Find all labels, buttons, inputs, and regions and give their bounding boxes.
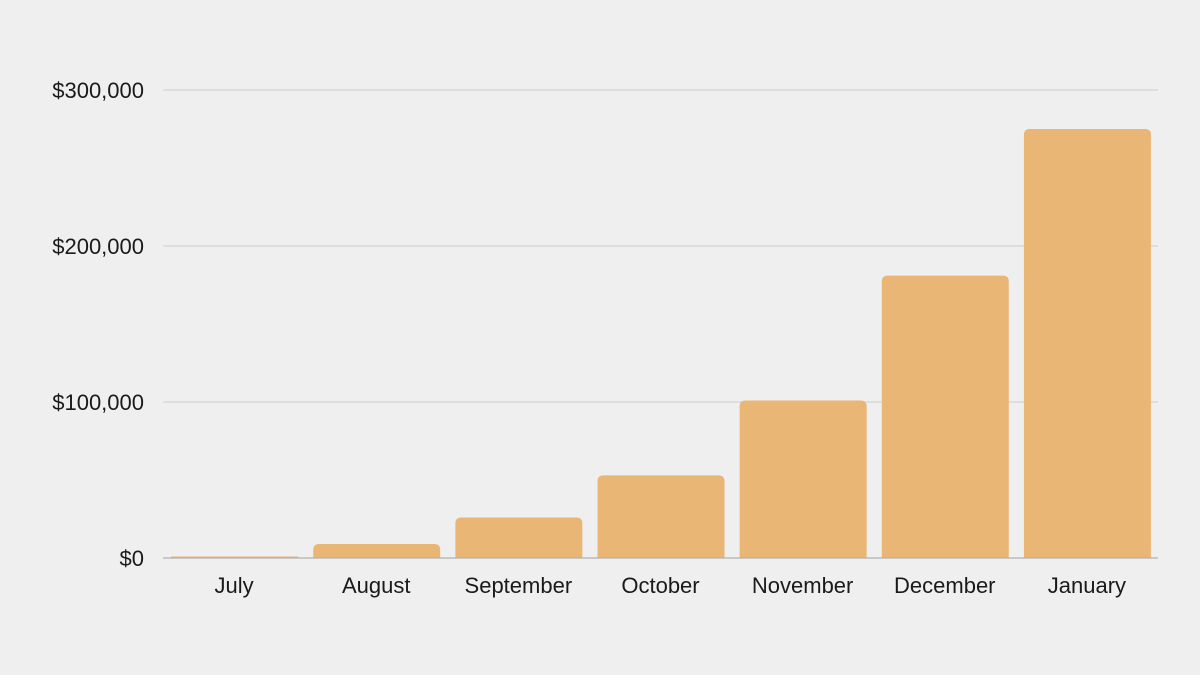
x-tick-label: November	[752, 573, 853, 598]
bar-november	[739, 400, 867, 558]
y-tick-label: $300,000	[52, 78, 144, 103]
bar-october	[597, 475, 725, 558]
labels: $0 $100,000 $200,000 $300,000 July August Sept…	[52, 78, 1126, 598]
bar-january	[1023, 129, 1151, 558]
y-tick-label: $200,000	[52, 234, 144, 259]
bar-december	[881, 275, 1009, 558]
bar-august	[313, 543, 441, 558]
bar-september	[455, 517, 583, 558]
y-tick-label: $100,000	[52, 390, 144, 415]
x-tick-label: July	[215, 573, 254, 598]
x-tick-label: October	[621, 573, 699, 598]
x-tick-label: August	[342, 573, 411, 598]
x-tick-label: December	[894, 573, 995, 598]
bars	[171, 129, 1151, 558]
y-tick-label: $0	[120, 546, 144, 571]
x-tick-label: September	[465, 573, 573, 598]
x-tick-label: January	[1048, 573, 1126, 598]
